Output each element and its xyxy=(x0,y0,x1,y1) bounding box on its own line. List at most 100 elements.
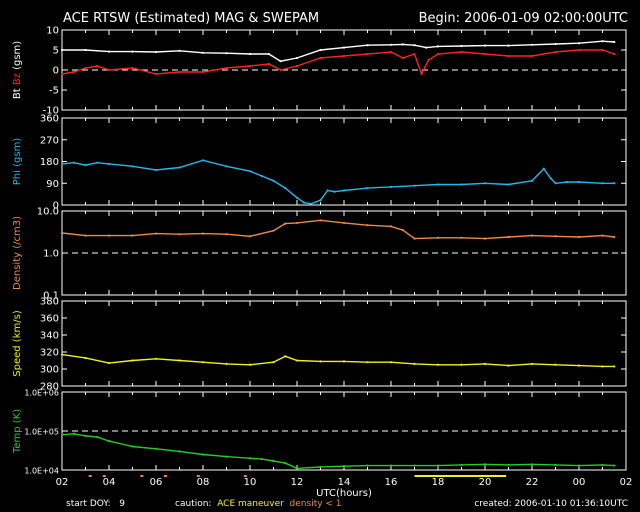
series-phi-point xyxy=(483,182,487,185)
series-bt-point xyxy=(436,45,440,48)
series-phi-point xyxy=(272,179,275,182)
series-temp-point xyxy=(530,463,534,466)
series-speed-point xyxy=(483,362,487,365)
series-density-point xyxy=(107,234,111,237)
series-bt-point xyxy=(201,51,205,54)
series-density-point xyxy=(295,221,299,225)
series-bz-point xyxy=(342,54,346,58)
series-bz-point xyxy=(84,66,87,70)
panel-mag-ylabel-part: (gsm) xyxy=(12,41,23,73)
x-tick-label: 20 xyxy=(479,477,492,488)
x-tick-label: 12 xyxy=(291,477,304,488)
series-bt-point xyxy=(554,42,557,46)
series-density-point xyxy=(366,224,369,227)
series-phi-point xyxy=(84,164,87,167)
x-tick-label: 02 xyxy=(56,477,69,488)
series-density-point xyxy=(436,236,440,239)
series-phi-point xyxy=(319,199,322,202)
x-tick-label: 08 xyxy=(197,477,210,488)
x-tick-label: 00 xyxy=(573,477,586,488)
series-temp-point xyxy=(154,447,158,450)
panel-temp-ytick-label: 1.0E+05 xyxy=(24,428,59,437)
series-phi-point xyxy=(366,186,369,190)
series-phi-point xyxy=(201,159,205,162)
series-speed-point xyxy=(319,360,322,363)
series-density-point xyxy=(389,225,393,228)
series-temp-point xyxy=(366,464,369,467)
series-bt-point xyxy=(131,50,134,53)
series-temp-point xyxy=(460,463,463,467)
series-speed-point xyxy=(178,359,181,362)
series-speed-point xyxy=(507,364,510,367)
series-temp-point xyxy=(272,459,275,463)
series-bt-point xyxy=(401,43,404,46)
panel-mag-ylabel: Bt Bz (gsm) xyxy=(12,41,23,99)
series-bt-point xyxy=(613,40,616,44)
start-doy-label: start DOY: xyxy=(66,499,111,509)
series-temp-point xyxy=(260,458,263,461)
series-temp-point xyxy=(284,462,287,465)
series-phi-point xyxy=(577,180,581,184)
series-phi-point xyxy=(225,165,228,168)
series-bz-point xyxy=(420,72,423,76)
panel-speed-ytick-label: 320 xyxy=(40,348,59,359)
series-phi-point xyxy=(154,168,158,172)
maneuver-legend: ACE maneuver xyxy=(217,499,284,509)
series-bt-point xyxy=(267,52,270,56)
series-temp-point xyxy=(60,433,64,436)
series-temp-point xyxy=(131,445,134,448)
series-phi-point xyxy=(554,182,557,185)
series-temp-point xyxy=(107,440,111,443)
series-speed-point xyxy=(131,359,134,362)
density-legend: density < 1 xyxy=(289,499,342,509)
series-bt-point xyxy=(507,44,510,47)
series-speed-point xyxy=(601,365,604,368)
series-bz-point xyxy=(483,52,487,56)
panel-density-ytick-label: 10.0 xyxy=(37,207,59,218)
series-speed-point xyxy=(201,361,205,364)
panel-phi-ytick-label: 360 xyxy=(40,114,59,125)
series-phi-point xyxy=(342,189,346,192)
x-tick-label: 02 xyxy=(620,477,633,488)
series-phi-point xyxy=(107,162,111,166)
series-temp-point xyxy=(319,465,322,469)
series-phi-point xyxy=(460,183,463,186)
panel-mag-ytick-label: 5 xyxy=(53,46,59,57)
series-density-point xyxy=(131,234,134,237)
series-bt-point xyxy=(60,48,64,52)
panel-speed-ytick-label: 360 xyxy=(40,314,59,325)
series-bz-point xyxy=(248,64,252,68)
x-tick-label: 22 xyxy=(526,477,539,488)
series-density-point xyxy=(577,235,581,239)
series-speed-point xyxy=(248,363,252,366)
series-temp-point xyxy=(507,463,510,467)
series-bz-point xyxy=(460,50,463,54)
series-bt-line xyxy=(62,40,615,62)
series-speed-point xyxy=(613,365,616,368)
series-speed-point xyxy=(577,364,581,367)
begin-timestamp: Begin: 2006-01-09 02:00:00UTC xyxy=(419,11,628,26)
series-speed-point xyxy=(460,363,463,366)
x-axis-label: UTC(hours) xyxy=(316,488,372,499)
series-density-point xyxy=(554,235,557,238)
series-density-point xyxy=(413,237,416,240)
series-phi-point xyxy=(284,186,287,190)
series-phi-point xyxy=(413,184,416,187)
x-tick-label: 04 xyxy=(103,477,116,488)
series-phi-point xyxy=(295,196,299,199)
series-temp-point xyxy=(577,464,581,467)
series-bz-point xyxy=(366,52,369,56)
series-bt-point xyxy=(389,43,393,46)
series-bt-point xyxy=(225,52,228,55)
series-bt-point xyxy=(483,44,487,47)
series-speed-point xyxy=(225,362,228,365)
series-bz-point xyxy=(201,70,205,74)
panel-speed-ytick-label: 380 xyxy=(40,297,59,308)
series-phi-point xyxy=(566,180,569,184)
series-speed-point xyxy=(272,361,275,364)
series-phi-point xyxy=(542,167,545,170)
caution-label: caution: xyxy=(175,499,212,509)
panel-speed-ylabel: Speed (km/s) xyxy=(12,310,23,377)
series-temp-point xyxy=(84,434,87,437)
